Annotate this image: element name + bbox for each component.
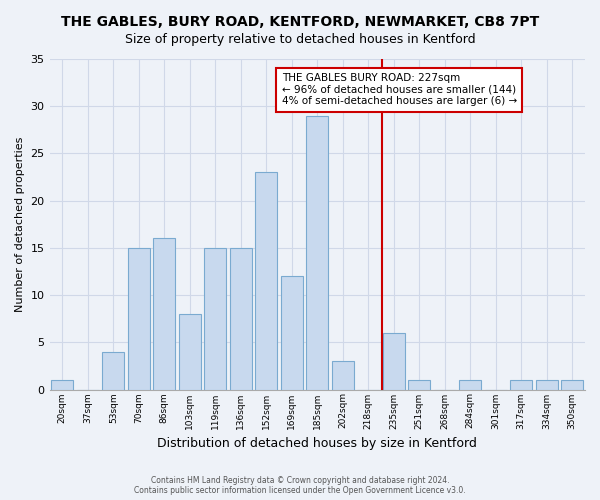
Bar xyxy=(562,380,583,390)
Y-axis label: Number of detached properties: Number of detached properties xyxy=(15,136,25,312)
Bar xyxy=(409,380,430,390)
Text: Contains HM Land Registry data © Crown copyright and database right 2024.
Contai: Contains HM Land Registry data © Crown c… xyxy=(134,476,466,495)
Bar xyxy=(307,116,328,390)
Bar xyxy=(256,172,277,390)
Bar xyxy=(460,380,481,390)
Bar xyxy=(103,352,124,390)
Text: THE GABLES BURY ROAD: 227sqm
← 96% of detached houses are smaller (144)
4% of se: THE GABLES BURY ROAD: 227sqm ← 96% of de… xyxy=(281,73,517,106)
Bar xyxy=(332,361,353,390)
Bar xyxy=(536,380,557,390)
Bar xyxy=(383,333,404,390)
Bar xyxy=(230,248,251,390)
Bar xyxy=(128,248,149,390)
Bar xyxy=(511,380,532,390)
X-axis label: Distribution of detached houses by size in Kentford: Distribution of detached houses by size … xyxy=(157,437,477,450)
Text: THE GABLES, BURY ROAD, KENTFORD, NEWMARKET, CB8 7PT: THE GABLES, BURY ROAD, KENTFORD, NEWMARK… xyxy=(61,15,539,29)
Text: Size of property relative to detached houses in Kentford: Size of property relative to detached ho… xyxy=(125,32,475,46)
Bar xyxy=(179,314,200,390)
Bar xyxy=(281,276,302,390)
Bar xyxy=(154,238,175,390)
Bar xyxy=(52,380,73,390)
Bar xyxy=(205,248,226,390)
